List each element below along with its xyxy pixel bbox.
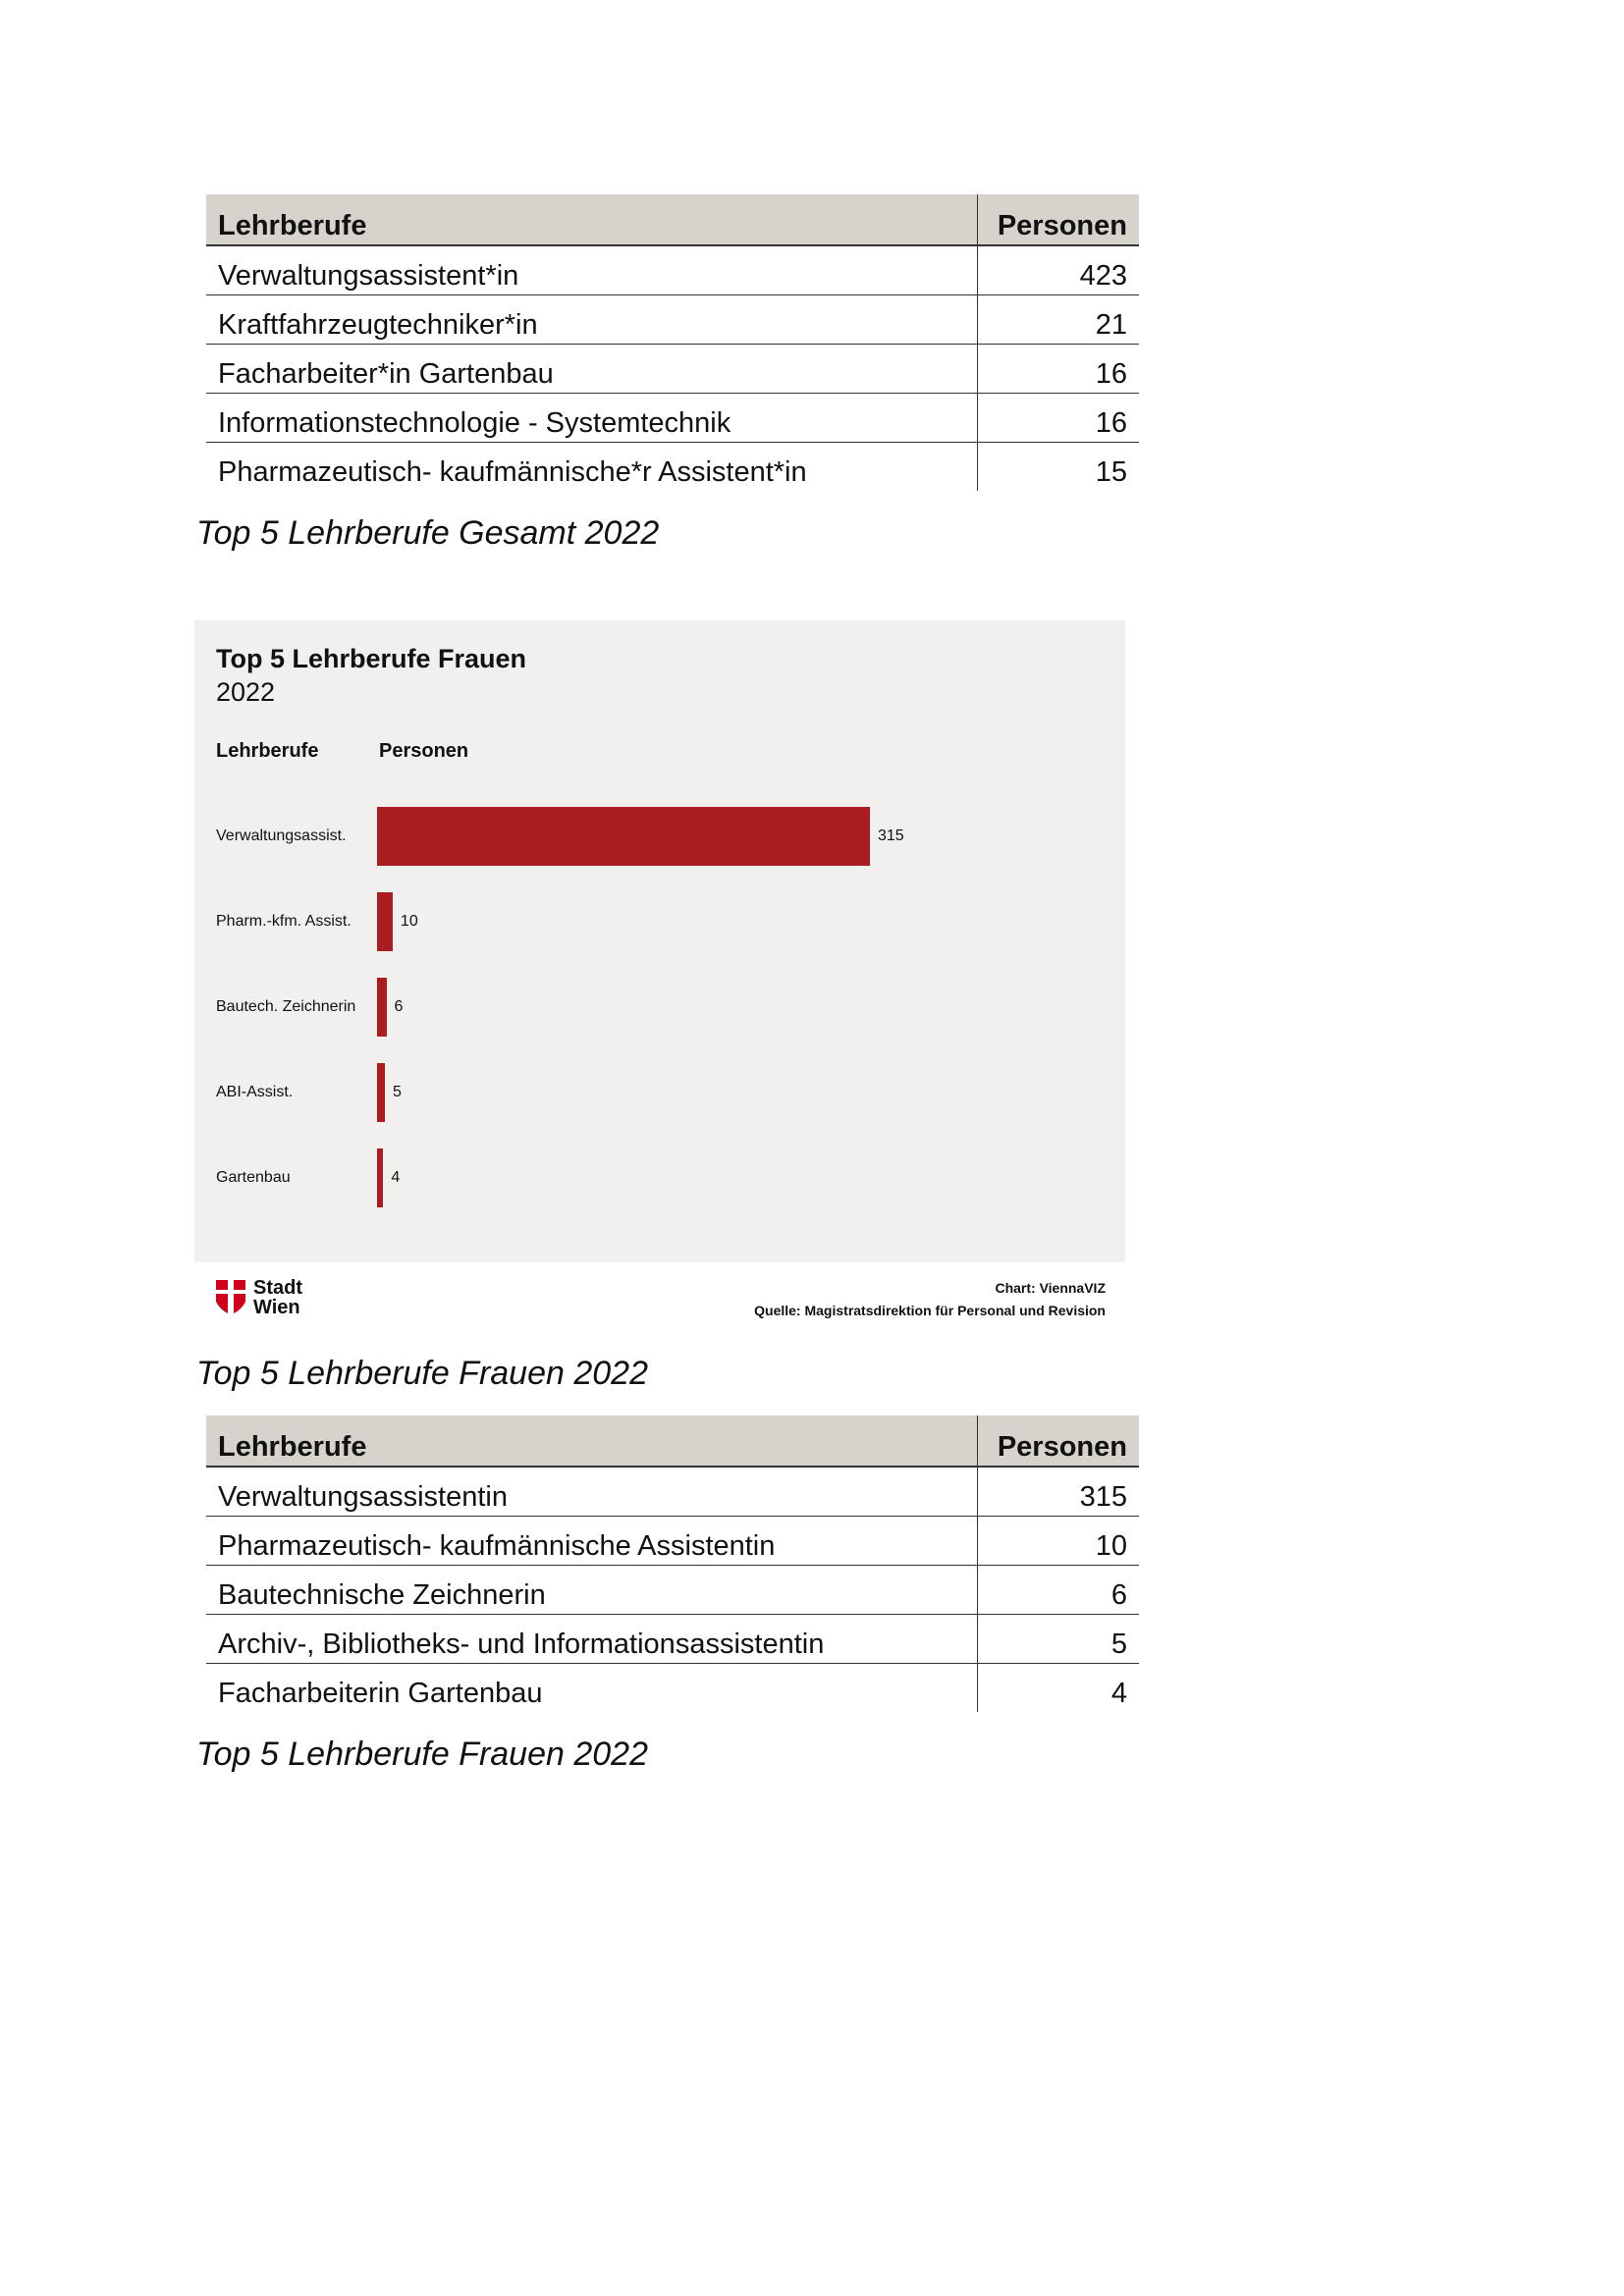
cell-value: 15 xyxy=(977,442,1139,491)
cell-name: Verwaltungsassistent*in xyxy=(206,245,978,295)
bar xyxy=(377,807,870,866)
chart-xlabel: Personen xyxy=(379,740,469,762)
col-header-lehrberufe: Lehrberufe xyxy=(206,1415,978,1468)
logo-text-stadt: Stadt xyxy=(253,1277,302,1299)
bar xyxy=(377,1148,384,1207)
caption-frauen: Top 5 Lehrberufe Frauen 2022 xyxy=(196,1735,648,1773)
cell-value: 5 xyxy=(977,1614,1139,1664)
cell-value: 4 xyxy=(977,1663,1139,1712)
cell-value: 16 xyxy=(977,344,1139,394)
table-row: Archiv-, Bibliotheks- und Informationsas… xyxy=(206,1614,1139,1664)
bar xyxy=(377,1063,385,1122)
category-label: Pharm.-kfm. Assist. xyxy=(216,913,352,930)
chart-title: Top 5 Lehrberufe Frauen xyxy=(216,644,527,673)
caption-chart: Top 5 Lehrberufe Frauen 2022 xyxy=(196,1355,648,1392)
cell-value: 10 xyxy=(977,1516,1139,1566)
bar xyxy=(377,978,387,1037)
chart-ylabel: Lehrberufe xyxy=(216,740,319,762)
table-frauen: Lehrberufe Personen Verwaltungsassistent… xyxy=(206,1415,1139,1712)
category-label: Verwaltungsassist. xyxy=(216,828,347,844)
chart-panel: Top 5 Lehrberufe Frauen 2022 Lehrberufe … xyxy=(194,620,1125,1262)
cell-value: 423 xyxy=(977,245,1139,295)
cell-value: 315 xyxy=(977,1467,1139,1517)
category-label: Gartenbau xyxy=(216,1169,291,1186)
cell-name: Pharmazeutisch- kaufmännische*r Assisten… xyxy=(218,456,807,488)
cell-name: Informationstechnologie - Systemtechnik xyxy=(206,393,978,443)
cell-name: Bautechnische Zeichnerin xyxy=(206,1565,978,1615)
table-row: Informationstechnologie - Systemtechnik 1… xyxy=(206,393,1139,443)
value-label: 10 xyxy=(400,913,418,930)
cell-value: 6 xyxy=(977,1565,1139,1615)
table-row: Kraftfahrzeugtechniker*in 21 xyxy=(206,294,1139,345)
col-header-personen: Personen xyxy=(977,194,1139,246)
value-label: 6 xyxy=(394,998,404,1015)
chart-credit: Chart: ViennaVIZ xyxy=(995,1280,1106,1296)
table-row: Pharmazeutisch- kaufmännische Assistenti… xyxy=(206,1516,1139,1566)
chart-source: Quelle: Magistratsdirektion für Personal… xyxy=(754,1303,1106,1318)
vienna-shield-icon xyxy=(216,1280,245,1313)
logo-text-wien: Wien xyxy=(253,1297,300,1318)
caption-gesamt: Top 5 Lehrberufe Gesamt 2022 xyxy=(196,514,660,552)
table-row: Pharmazeutisch- kaufmännische*r Assisten… xyxy=(206,442,1139,491)
table-row: Verwaltungsassistent*in 423 xyxy=(206,245,1139,295)
col-header-lehrberufe: Lehrberufe xyxy=(206,194,978,246)
cell-name: Pharmazeutisch- kaufmännische Assistenti… xyxy=(206,1516,978,1566)
value-label: 5 xyxy=(392,1084,402,1100)
bar xyxy=(377,892,393,951)
col-header-personen: Personen xyxy=(977,1415,1139,1468)
table-row: Facharbeiterin Gartenbau 4 xyxy=(206,1663,1139,1712)
table-gesamt: Lehrberufe Personen Verwaltungsassistent… xyxy=(206,194,1139,491)
cell-value: 21 xyxy=(977,294,1139,345)
category-label: ABI-Assist. xyxy=(216,1084,294,1100)
table-row: Facharbeiter*in Gartenbau 16 xyxy=(206,344,1139,394)
value-label: 4 xyxy=(391,1169,401,1186)
cell-name: Facharbeiter*in Gartenbau xyxy=(206,344,978,394)
cell-name: Kraftfahrzeugtechniker*in xyxy=(206,294,978,345)
table-row: Verwaltungsassistentin 315 xyxy=(206,1467,1139,1517)
table-row: Bautechnische Zeichnerin 6 xyxy=(206,1565,1139,1615)
cell-name: Facharbeiterin Gartenbau xyxy=(218,1678,543,1709)
cell-value: 16 xyxy=(977,393,1139,443)
chart-subtitle: 2022 xyxy=(216,677,276,707)
value-label: 315 xyxy=(878,828,904,844)
cell-name: Verwaltungsassistentin xyxy=(206,1467,978,1517)
cell-name: Archiv-, Bibliotheks- und Informationsas… xyxy=(206,1614,978,1664)
category-label: Bautech. Zeichnerin xyxy=(216,998,356,1015)
